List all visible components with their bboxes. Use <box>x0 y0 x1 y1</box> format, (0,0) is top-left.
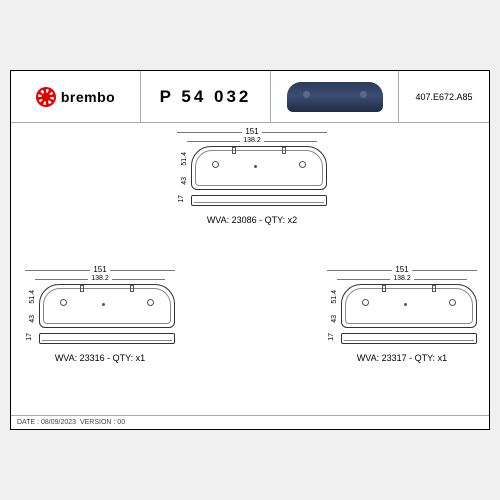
dim-width-outer: 151 <box>327 265 477 275</box>
pad-side-view: 17 <box>191 195 327 207</box>
date-value: 08/09/2023 <box>41 419 76 426</box>
pad-front-view <box>191 146 327 190</box>
pad-diagram-top: 151 138.2 51.4 43 <box>177 127 327 225</box>
wva-label: WVA: 23316 - QTY: x1 <box>25 353 175 363</box>
pad-diagram-left: 151 138.2 51.4 43 <box>25 265 175 363</box>
dim-width-outer: 151 <box>177 127 327 137</box>
pad-front-view <box>39 284 175 328</box>
version-value: 00 <box>117 419 125 426</box>
pad-front-view <box>341 284 477 328</box>
logo-cell: brembo <box>11 71 141 122</box>
dim-width-outer: 151 <box>25 265 175 275</box>
pad-side-view: 17 <box>341 333 477 345</box>
dim-height: 51.4 43 <box>177 146 191 190</box>
part-number: P 54 032 <box>141 71 271 122</box>
wva-label: WVA: 23086 - QTY: x2 <box>177 215 327 225</box>
dim-height: 51.4 43 <box>327 284 341 328</box>
brembo-logo-icon <box>36 87 56 107</box>
drawing-sheet: brembo P 54 032 407.E672.A85 151 138.2 5… <box>10 70 490 430</box>
brand-name: brembo <box>61 89 115 105</box>
dim-width-inner: 138.2 <box>35 275 165 284</box>
reference-code: 407.E672.A85 <box>399 71 489 122</box>
dim-width-inner: 138.2 <box>337 275 467 284</box>
footer: DATE : 08/09/2023 VERSION : 00 <box>11 415 489 429</box>
pad-diagram-right: 151 138.2 51.4 43 <box>327 265 477 363</box>
version-label: VERSION : <box>80 419 115 426</box>
drawing-body: 151 138.2 51.4 43 <box>11 123 489 415</box>
title-block: brembo P 54 032 407.E672.A85 <box>11 71 489 123</box>
pad-side-view: 17 <box>39 333 175 345</box>
brake-pad-photo <box>287 82 383 112</box>
wva-label: WVA: 23317 - QTY: x1 <box>327 353 477 363</box>
dim-width-inner: 138.2 <box>187 137 317 146</box>
product-thumbnail-cell <box>271 71 399 122</box>
date-label: DATE : <box>17 419 39 426</box>
dim-height: 51.4 43 <box>25 284 39 328</box>
canvas: brembo P 54 032 407.E672.A85 151 138.2 5… <box>0 0 500 500</box>
